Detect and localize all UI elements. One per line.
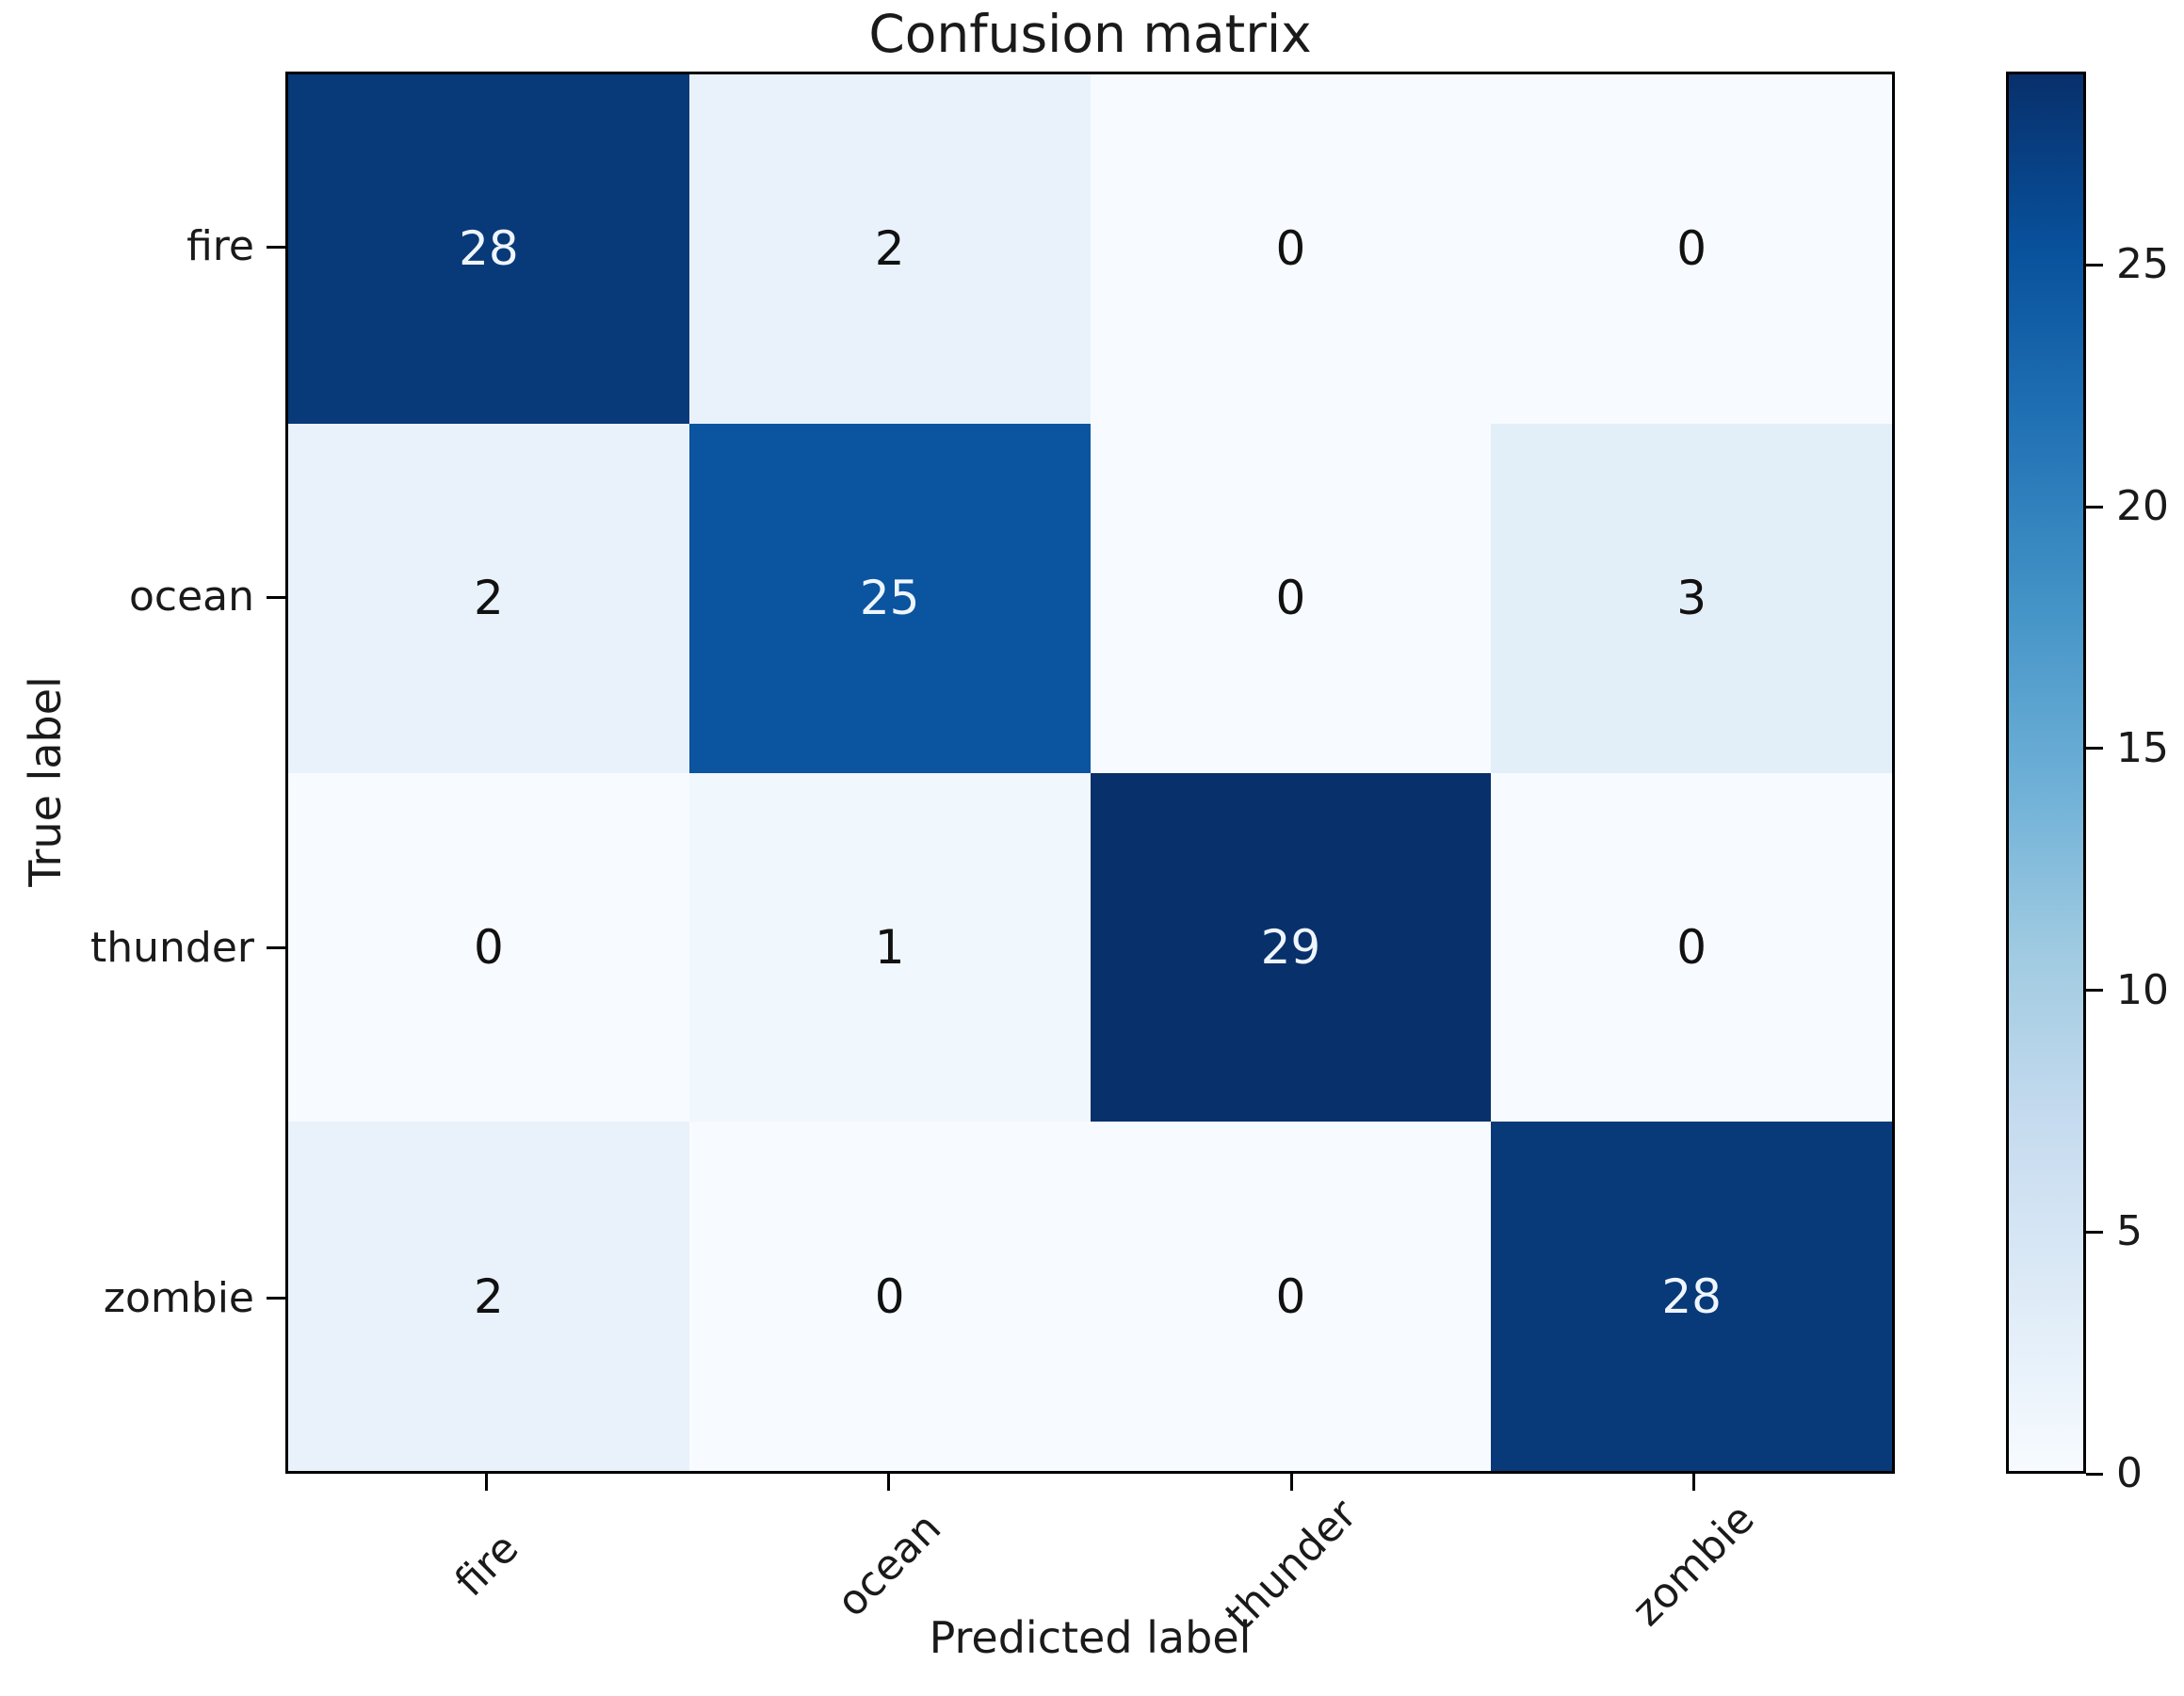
matrix-cell-ocean-zombie: 3 [1491,423,1892,773]
colorbar-tick-mark-0 [2086,1472,2103,1476]
cell-value: 0 [473,919,504,975]
cell-value: 2 [473,1268,504,1324]
colorbar-tick-mark-25 [2086,263,2103,267]
cell-value: 2 [874,221,905,277]
y-tick-mark-fire [267,245,285,249]
y-tick-label-fire: fire [186,222,254,271]
matrix-cell-zombie-ocean: 0 [688,1122,1091,1471]
colorbar-tick-mark-5 [2086,1230,2103,1234]
cell-value: 2 [473,571,504,626]
y-tick-label-ocean: ocean [128,573,254,622]
x-tick-mark-fire [485,1474,489,1491]
colorbar-tick-label-20: 20 [2116,482,2169,531]
cell-value: 28 [1661,1268,1722,1324]
matrix-cell-thunder-ocean: 1 [688,772,1091,1123]
x-tick-label-ocean: ocean [827,1503,950,1627]
colorbar-tick-label-15: 15 [2116,723,2169,772]
matrix-cell-fire-zombie: 0 [1491,74,1892,424]
cell-value: 28 [459,221,519,277]
cell-value: 0 [1676,221,1707,277]
matrix-cell-fire-fire: 28 [288,74,689,424]
cell-value: 1 [874,919,905,975]
colorbar-tick-label-10: 10 [2116,965,2169,1014]
cell-value: 25 [859,571,920,626]
colorbar-tick-mark-10 [2086,989,2103,993]
cell-value: 0 [1676,919,1707,975]
matrix-cell-ocean-fire: 2 [288,423,689,773]
cell-value: 0 [874,1268,905,1324]
y-tick-label-thunder: thunder [89,923,254,972]
matrix-cell-ocean-thunder: 0 [1090,423,1492,773]
cell-value: 0 [1275,571,1306,626]
cell-value: 0 [1275,1268,1306,1324]
matrix-cell-fire-thunder: 0 [1090,74,1492,424]
cell-value: 3 [1676,571,1707,626]
colorbar-tick-label-25: 25 [2116,240,2169,289]
y-tick-mark-thunder [267,946,285,950]
matrix-cell-zombie-thunder: 0 [1090,1122,1492,1471]
colorbar-tick-label-5: 5 [2116,1207,2143,1256]
x-axis-label: Predicted label [929,1612,1252,1663]
colorbar-tick-mark-20 [2086,505,2103,509]
cell-value: 29 [1260,919,1321,975]
x-tick-mark-zombie [1691,1474,1695,1491]
matrix-cell-thunder-zombie: 0 [1491,772,1892,1123]
colorbar [2006,72,2086,1474]
x-tick-mark-thunder [1289,1474,1293,1491]
colorbar-tick-label-0: 0 [2116,1449,2143,1497]
matrix-cell-fire-ocean: 2 [688,74,1091,424]
matrix-cell-ocean-ocean: 25 [688,423,1091,773]
matrix-cell-zombie-fire: 2 [288,1122,689,1471]
matrix-cell-thunder-thunder: 29 [1090,772,1492,1123]
y-tick-mark-zombie [267,1297,285,1300]
y-axis-label: True label [20,676,71,887]
heatmap-grid: 28 2 0 0 2 25 0 3 0 1 29 0 2 0 0 28 [285,72,1895,1474]
x-tick-mark-ocean [887,1474,891,1491]
y-tick-mark-ocean [267,595,285,599]
x-tick-label-fire: fire [445,1524,528,1607]
y-tick-label-zombie: zombie [103,1273,254,1322]
matrix-cell-thunder-fire: 0 [288,772,689,1123]
colorbar-tick-mark-15 [2086,747,2103,751]
cell-value: 0 [1275,221,1306,277]
chart-title: Confusion matrix [868,4,1312,64]
matrix-cell-zombie-zombie: 28 [1491,1122,1892,1471]
